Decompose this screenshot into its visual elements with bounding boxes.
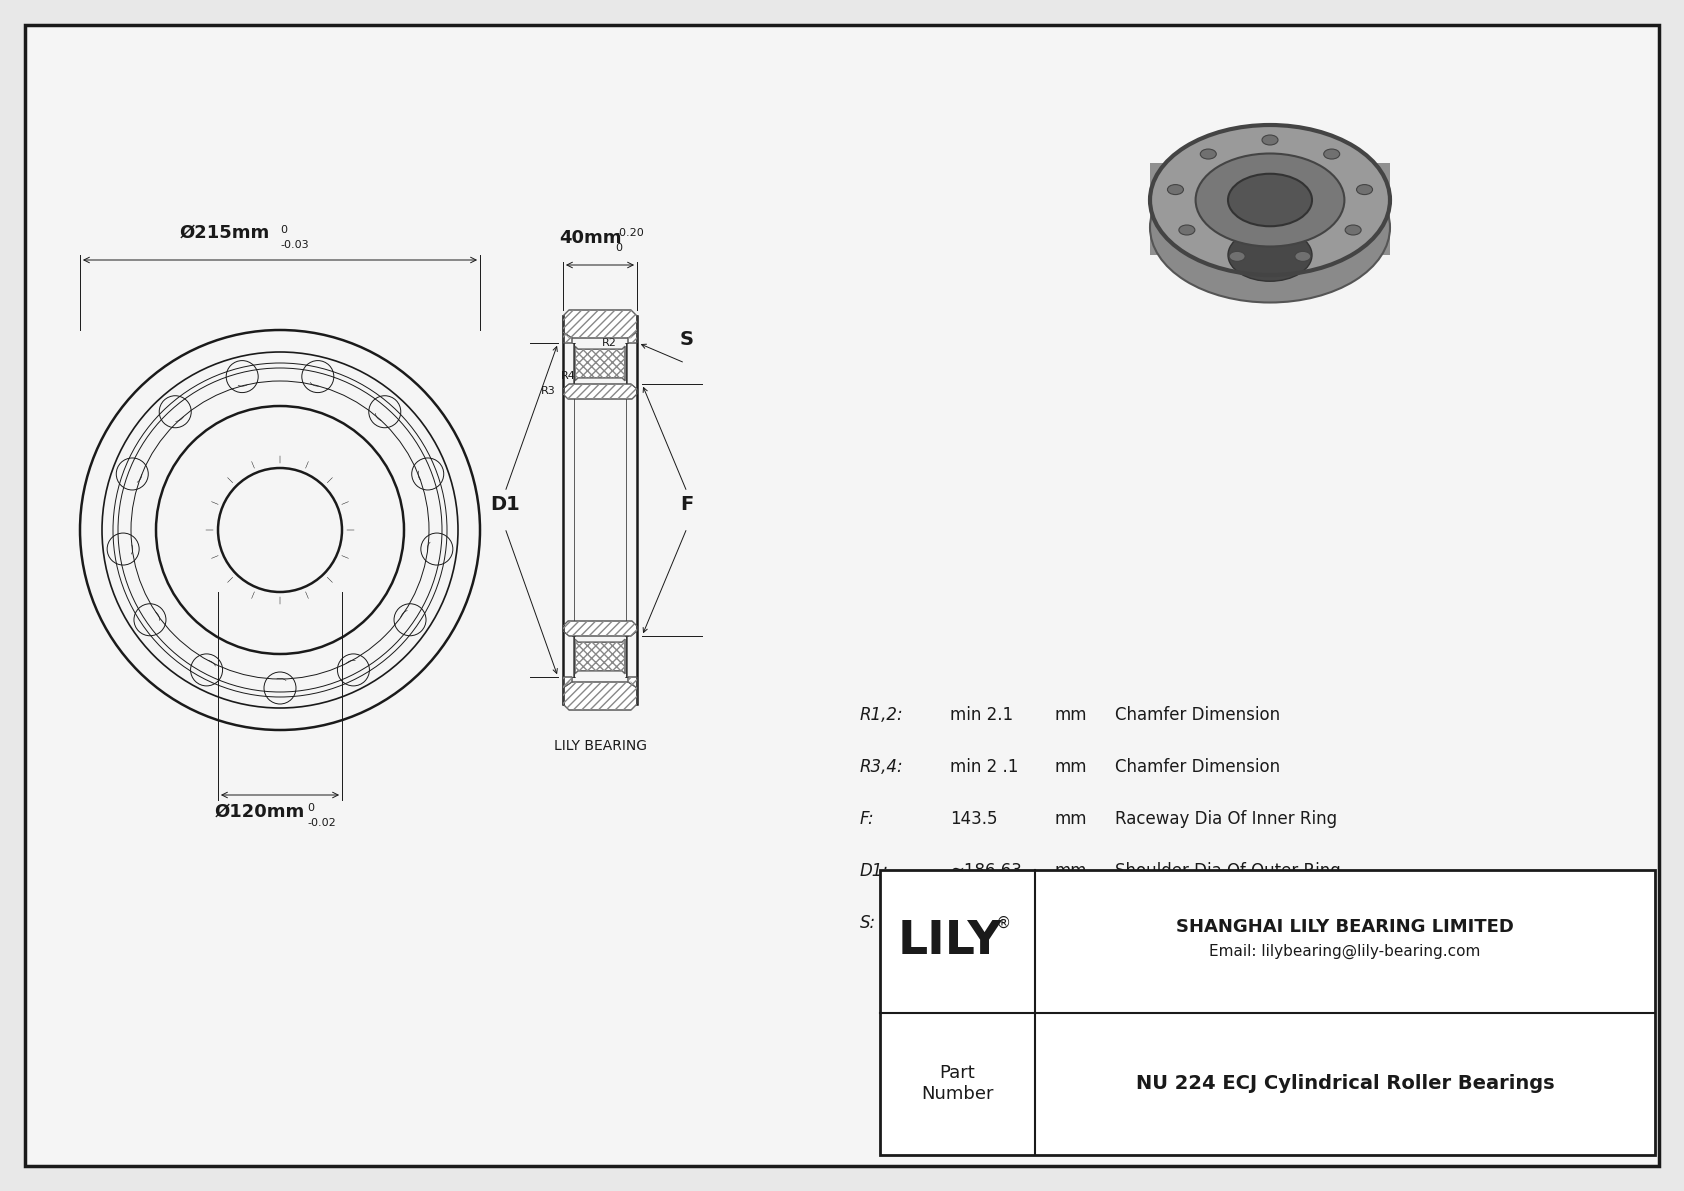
Ellipse shape	[1196, 154, 1344, 247]
Text: D1: D1	[490, 495, 520, 515]
Text: S: S	[680, 330, 694, 349]
Text: mm: mm	[1054, 862, 1088, 880]
Text: 0: 0	[615, 243, 621, 252]
Text: F:: F:	[861, 810, 874, 828]
Text: Part
Number: Part Number	[921, 1065, 994, 1103]
Ellipse shape	[1324, 149, 1340, 160]
Text: 0: 0	[306, 803, 313, 813]
Text: mm: mm	[1054, 810, 1088, 828]
Text: -0.02: -0.02	[306, 818, 335, 828]
Polygon shape	[628, 332, 637, 343]
Polygon shape	[562, 682, 637, 710]
Polygon shape	[574, 640, 625, 674]
Text: max 1.9: max 1.9	[950, 913, 1017, 933]
Ellipse shape	[1179, 225, 1196, 235]
Text: R1: R1	[584, 325, 600, 335]
Ellipse shape	[1150, 125, 1389, 275]
Polygon shape	[562, 310, 637, 338]
Text: R4: R4	[561, 372, 576, 381]
Bar	[881, 869, 1655, 1155]
Text: Chamfer Dimension: Chamfer Dimension	[1115, 706, 1280, 724]
Text: 0: 0	[280, 225, 286, 235]
Text: Ø215mm: Ø215mm	[180, 224, 269, 242]
Text: -0.20: -0.20	[615, 227, 643, 238]
Text: Ø120mm: Ø120mm	[216, 803, 305, 821]
Polygon shape	[562, 384, 637, 399]
Text: mm: mm	[1054, 757, 1088, 777]
Text: NU 224 ECJ Cylindrical Roller Bearings: NU 224 ECJ Cylindrical Roller Bearings	[1135, 1074, 1554, 1093]
Ellipse shape	[1229, 251, 1244, 261]
Ellipse shape	[1346, 225, 1361, 235]
Ellipse shape	[1167, 185, 1184, 194]
Text: -0.03: -0.03	[280, 241, 308, 250]
Text: min 2.1: min 2.1	[950, 706, 1014, 724]
Text: Raceway Dia Of Inner Ring: Raceway Dia Of Inner Ring	[1115, 810, 1337, 828]
Text: R2: R2	[601, 338, 616, 348]
Text: S:: S:	[861, 913, 876, 933]
Polygon shape	[562, 332, 573, 343]
Text: min 2 .1: min 2 .1	[950, 757, 1019, 777]
Ellipse shape	[1201, 149, 1216, 160]
Ellipse shape	[1357, 185, 1372, 194]
Polygon shape	[562, 621, 637, 636]
Text: Chamfer Dimension: Chamfer Dimension	[1115, 757, 1280, 777]
Text: Permissible Axial Displacement: Permissible Axial Displacement	[1115, 913, 1376, 933]
Polygon shape	[574, 347, 625, 381]
Ellipse shape	[1150, 152, 1389, 303]
Ellipse shape	[1228, 174, 1312, 226]
Text: R3,4:: R3,4:	[861, 757, 904, 777]
Text: mm: mm	[1054, 706, 1088, 724]
Ellipse shape	[1261, 135, 1278, 145]
Text: F: F	[680, 495, 694, 515]
Text: 143.5: 143.5	[950, 810, 997, 828]
Ellipse shape	[1295, 251, 1310, 261]
Text: LILY BEARING: LILY BEARING	[554, 738, 647, 753]
Text: R3: R3	[541, 386, 556, 395]
Text: LILY: LILY	[898, 918, 1002, 964]
Text: D1:: D1:	[861, 862, 889, 880]
Text: mm: mm	[1054, 913, 1088, 933]
Bar	[1150, 162, 1389, 255]
Text: R1,2:: R1,2:	[861, 706, 904, 724]
Text: Shoulder Dia Of Outer Ring: Shoulder Dia Of Outer Ring	[1115, 862, 1340, 880]
Text: Email: lilybearing@lily-bearing.com: Email: lilybearing@lily-bearing.com	[1209, 943, 1480, 959]
Text: SHANGHAI LILY BEARING LIMITED: SHANGHAI LILY BEARING LIMITED	[1175, 918, 1514, 936]
Text: ®: ®	[995, 916, 1010, 930]
Text: 40mm: 40mm	[559, 229, 621, 247]
Ellipse shape	[1228, 229, 1312, 281]
Polygon shape	[628, 676, 637, 688]
Polygon shape	[562, 676, 573, 688]
Text: ≈186.63: ≈186.63	[950, 862, 1022, 880]
